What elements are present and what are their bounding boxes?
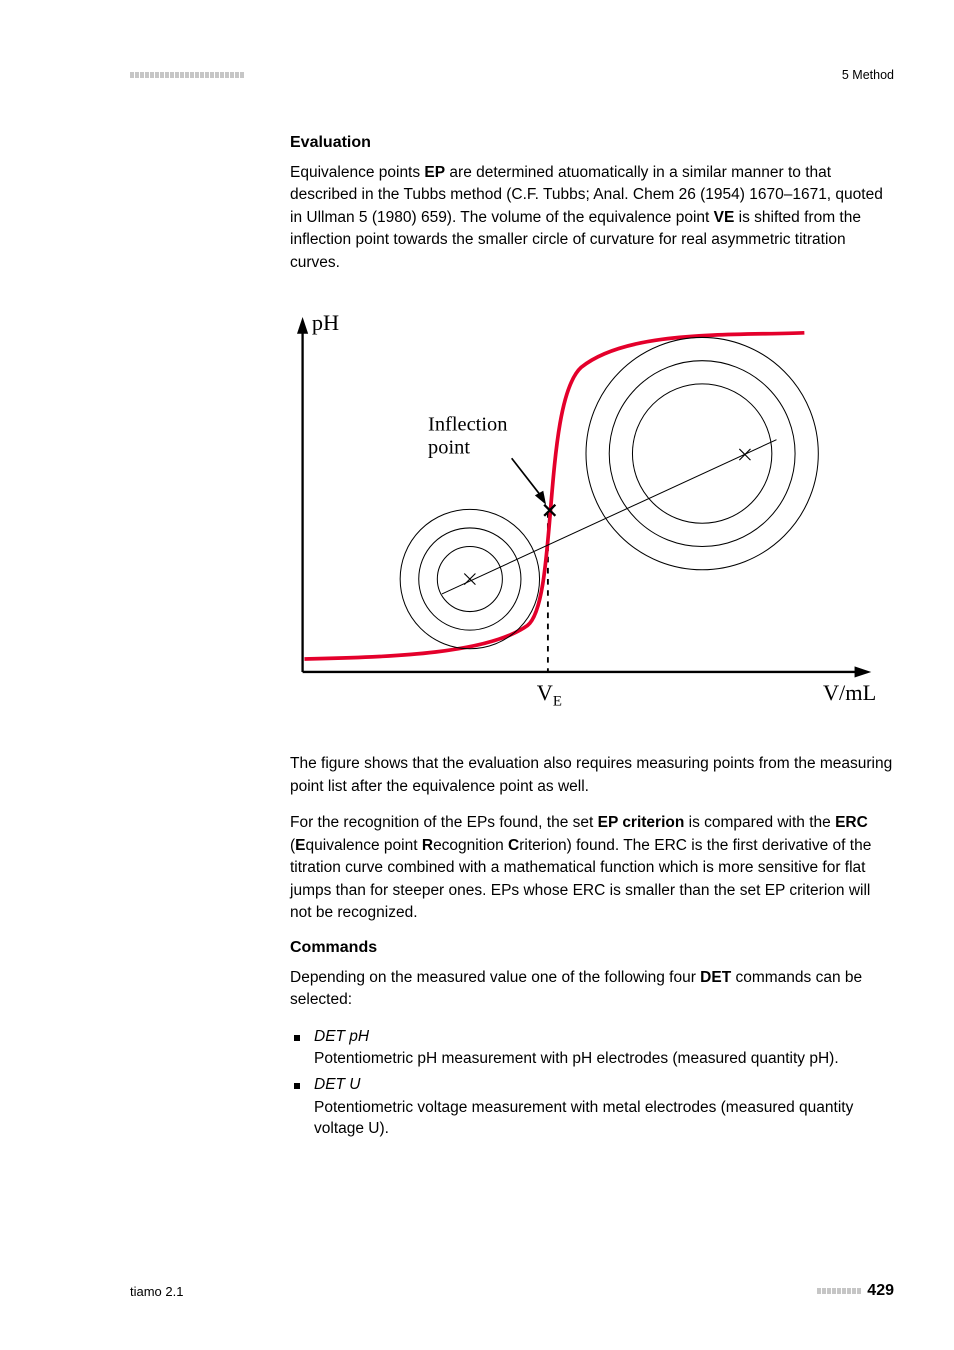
page-header: 5 Method bbox=[130, 68, 894, 82]
bullet-icon bbox=[294, 1035, 300, 1041]
bullet-icon bbox=[294, 1083, 300, 1089]
list-item: DET pH Potentiometric pH measurement wit… bbox=[290, 1026, 894, 1070]
list-item-head: DET pH bbox=[314, 1026, 894, 1048]
section-label: 5 Method bbox=[842, 68, 894, 82]
footer-dash-decor bbox=[817, 1288, 861, 1294]
svg-text:VE: VE bbox=[537, 680, 562, 710]
command-list: DET pH Potentiometric pH measurement wit… bbox=[290, 1026, 894, 1140]
para-commands-intro: Depending on the measured value one of t… bbox=[290, 967, 894, 1012]
figure-titration-curve: pH V/mL VE Inflection point bbox=[284, 294, 888, 734]
svg-text:point: point bbox=[428, 437, 470, 459]
para-evaluation-2: The figure shows that the evaluation als… bbox=[290, 753, 894, 798]
list-item-body: Potentiometric pH measurement with pH el… bbox=[314, 1048, 894, 1070]
svg-text:Inflection: Inflection bbox=[428, 414, 507, 436]
para-evaluation-3: For the recognition of the EPs found, th… bbox=[290, 812, 894, 924]
para-evaluation-1: Equivalence points EP are determined atu… bbox=[290, 162, 894, 274]
product-name: tiamo 2.1 bbox=[130, 1284, 183, 1299]
page-number: 429 bbox=[867, 1282, 894, 1300]
svg-text:V/mL: V/mL bbox=[823, 680, 876, 705]
list-item-head: DET U bbox=[314, 1074, 894, 1096]
heading-commands: Commands bbox=[290, 939, 894, 957]
list-item-body: Potentiometric voltage measurement with … bbox=[314, 1097, 894, 1140]
header-dash-decor bbox=[130, 72, 244, 78]
heading-evaluation: Evaluation bbox=[290, 134, 894, 152]
page-footer: tiamo 2.1 429 bbox=[130, 1282, 894, 1300]
list-item: DET U Potentiometric voltage measurement… bbox=[290, 1074, 894, 1140]
svg-text:pH: pH bbox=[312, 310, 339, 335]
